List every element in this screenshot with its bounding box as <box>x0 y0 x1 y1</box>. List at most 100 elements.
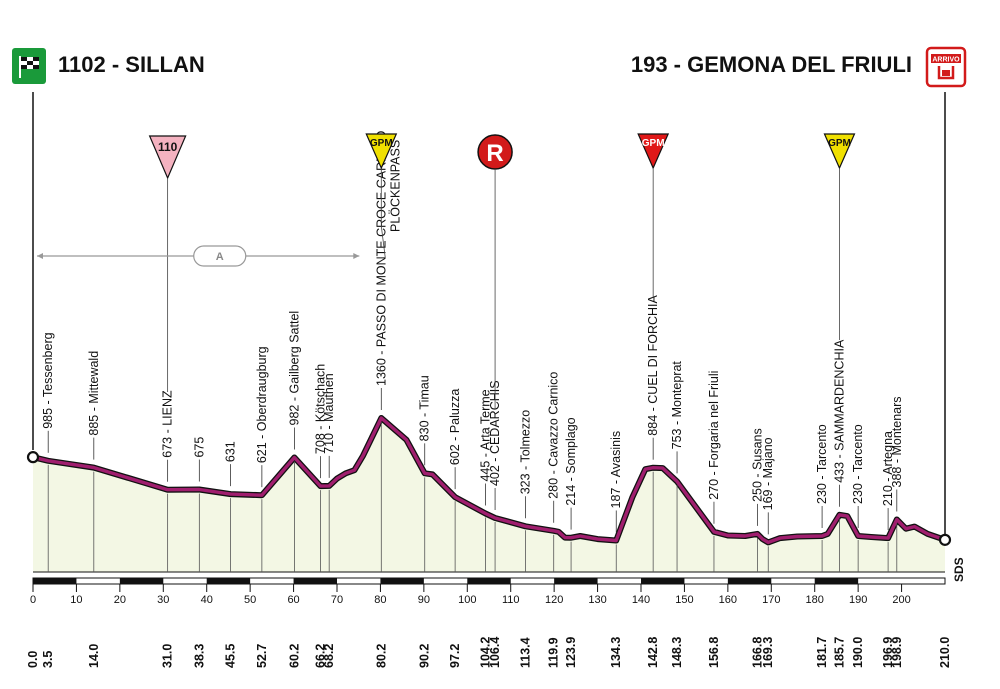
waypoint: 982 - Gailberg Sattel 60.2 <box>287 311 301 668</box>
waypoint-label: 675 <box>192 437 206 458</box>
waypoint: 187 - Avasinis 134.3 <box>609 431 623 668</box>
axis-tick-label: 150 <box>675 594 693 606</box>
waypoint-km: 104.2 <box>479 637 493 668</box>
waypoint: 710 - Mauthen 68.2 <box>322 373 336 668</box>
waypoint-label: 230 - Tarcento <box>851 424 865 504</box>
km-axis: 0 10 20 30 40 50 60 70 80 90 100 110 120 130 140 150 160… <box>30 577 946 606</box>
waypoint-label: 210 - Artegna <box>881 431 895 506</box>
waypoint: 210 - Artegna 196.9 <box>881 431 895 668</box>
gpm-red-marker: GPM <box>637 133 670 298</box>
axis-tick-label: 200 <box>892 594 910 606</box>
axis-tick-label: 140 <box>632 594 650 606</box>
autostrada-arrow-left <box>37 253 43 259</box>
waypoint-label: 402 - CEDARCHIS <box>488 380 502 486</box>
waypoint-km: 60.2 <box>287 644 301 668</box>
waypoint-km: 52.7 <box>255 644 269 668</box>
axis-tick-label: 90 <box>418 594 430 606</box>
summit-note: PLÖCKENPASS <box>388 140 402 232</box>
waypoint-layer: 0.0 985 - Tessenberg 3.5 885 - Mittewald 14.… <box>26 130 952 668</box>
axis-segment <box>727 578 772 584</box>
profile-line <box>32 416 946 545</box>
waypoint: 230 - Tarcento 181.7 <box>815 424 829 668</box>
finish-title: 193 - GEMONA DEL FRIULI <box>631 52 912 77</box>
annotation-layer: 110 GPM R GPM GPM A <box>37 133 856 409</box>
axis-tick-label: 50 <box>244 594 256 606</box>
finish-dot <box>938 533 952 546</box>
axis-tick-label: 160 <box>719 594 737 606</box>
autostrada-arrow-right <box>353 253 360 259</box>
start-dot <box>26 451 40 464</box>
marker-leader <box>380 168 386 259</box>
waypoint-km: 80.2 <box>374 644 388 668</box>
waypoint-label: 214 - Somplago <box>564 417 578 505</box>
waypoint-km: 31.0 <box>161 644 175 668</box>
waypoint: 830 - Timau 90.2 <box>418 375 432 668</box>
axis-segment <box>33 578 77 584</box>
sprint-marker: 110 <box>148 135 187 392</box>
waypoint-label: 621 - Oberdraugburg <box>255 346 269 463</box>
waypoint-km: 38.3 <box>192 644 206 668</box>
axis-tick-label: 110 <box>502 594 520 606</box>
waypoint-label: 230 - Tarcento <box>815 424 829 504</box>
waypoint-km: 166.8 <box>750 637 764 668</box>
waypoint-label: 323 - Tolmezzo <box>518 410 532 495</box>
gpm-red-text: GPM <box>642 138 665 149</box>
waypoint-km: 0.0 <box>26 651 40 668</box>
axis-segment <box>467 578 511 584</box>
axis-segment <box>554 578 598 584</box>
waypoint-km: 156.8 <box>707 637 721 668</box>
waypoint-label: 280 - Cavazzo Carnico <box>547 372 561 499</box>
start-title: 1102 - SILLAN <box>58 52 205 77</box>
profile-layer <box>32 415 946 573</box>
waypoint-label: 1360 - PASSO DI MONTE CROCE CARNICO <box>374 130 388 386</box>
waypoint-label: 169 - Majano <box>761 437 775 510</box>
waypoint: 621 - Oberdraugburg 52.7 <box>255 346 269 668</box>
waypoint-label: 885 - Mittewald <box>87 351 101 436</box>
axis-tick-label: 170 <box>762 594 780 606</box>
waypoint-km: 106.4 <box>488 637 502 668</box>
waypoint: 602 - Paluzza 97.2 <box>448 389 462 668</box>
waypoint-label: 631 <box>224 441 238 462</box>
gpm-yellow-marker: GPM <box>823 133 856 340</box>
waypoint: 0.0 <box>26 651 40 668</box>
waypoint-km: 119.9 <box>547 637 561 668</box>
axis-tick-label: 130 <box>588 594 606 606</box>
waypoint: 250 - Susans 166.8 <box>750 428 764 668</box>
waypoint: 270 - Forgaria nel Friuli 156.8 <box>707 371 721 668</box>
waypoint: 753 - Monteprat 148.3 <box>670 361 684 668</box>
waypoint-km: 142.8 <box>646 637 660 668</box>
waypoint-label: 270 - Forgaria nel Friuli <box>707 371 721 500</box>
axis-tick-label: 0 <box>30 594 36 606</box>
header: 1102 - SILLAN 193 - GEMONA DEL FRIULI AR… <box>12 46 967 88</box>
waypoint: 433 - SAMMARDENCHIA 185.7 <box>832 339 846 668</box>
waypoint-km: 123.9 <box>564 637 578 668</box>
waypoint: 169 - Majano 169.3 <box>761 437 775 668</box>
start-flag-icon <box>12 48 46 84</box>
waypoint-km: 3.5 <box>41 651 55 668</box>
waypoint: 280 - Cavazzo Carnico 119.9 <box>547 372 561 668</box>
waypoint-label: 710 - Mauthen <box>322 373 336 454</box>
waypoint-km: 45.5 <box>224 644 238 668</box>
waypoint-label: 708 - Kötschach <box>313 364 327 454</box>
gpm-yellow-marker: GPM <box>365 133 398 259</box>
waypoint-label: 673 - LIENZ <box>161 390 175 458</box>
gpm-red-icon <box>637 133 670 170</box>
axis-tick-label: 80 <box>374 594 386 606</box>
sprint-text: 110 <box>158 140 178 154</box>
sprint-icon <box>148 135 187 180</box>
gpm-yellow-icon <box>365 133 398 170</box>
waypoint-label: 602 - Paluzza <box>448 389 462 465</box>
waypoint-km: 196.9 <box>881 637 895 668</box>
waypoint-label: 884 - CUEL DI FORCHIA <box>646 294 660 435</box>
axis-tick-label: 60 <box>287 594 299 606</box>
waypoint: 210.0 <box>938 637 952 668</box>
waypoint-km: 148.3 <box>670 637 684 668</box>
waypoint-km: 210.0 <box>938 637 952 668</box>
waypoint: 985 - Tessenberg 3.5 <box>41 332 55 668</box>
waypoint: 1360 - PASSO DI MONTE CROCE CARNICO 80.2 <box>374 130 388 668</box>
waypoint-km: 169.3 <box>761 637 775 668</box>
waypoint-label: 388 - Montenars <box>890 396 904 487</box>
waypoint: 673 - LIENZ 31.0 <box>161 390 175 668</box>
waypoint-label: 187 - Avasinis <box>609 431 623 509</box>
waypoint: 323 - Tolmezzo 113.4 <box>518 410 532 668</box>
